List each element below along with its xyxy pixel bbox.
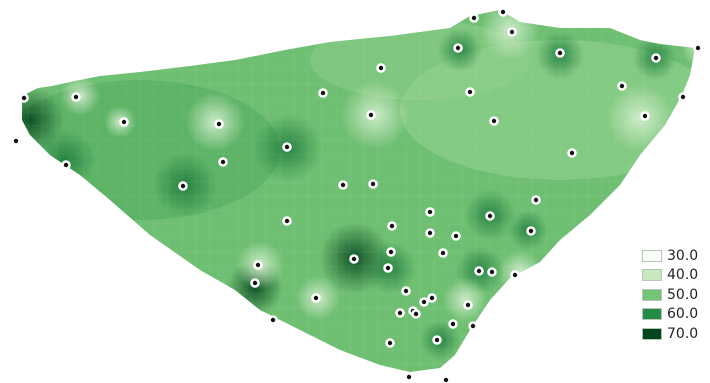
sample-site-marker bbox=[383, 263, 393, 273]
sample-site-marker bbox=[640, 111, 650, 121]
sample-site-marker bbox=[218, 157, 228, 167]
sample-site-marker bbox=[395, 308, 405, 318]
legend-label: 60.0 bbox=[667, 306, 699, 323]
sample-site-marker bbox=[678, 92, 688, 102]
sample-site-marker bbox=[349, 254, 359, 264]
sample-site-marker bbox=[451, 231, 461, 241]
sample-site-marker bbox=[282, 216, 292, 226]
sample-site-marker bbox=[19, 93, 29, 103]
legend-label: 70.0 bbox=[667, 325, 699, 342]
sample-site-marker bbox=[453, 43, 463, 53]
sample-site-marker bbox=[448, 319, 458, 329]
sample-site-marker bbox=[311, 293, 321, 303]
sample-site-marker bbox=[567, 148, 577, 158]
sample-site-marker bbox=[468, 321, 478, 331]
sample-site-marker bbox=[376, 63, 386, 73]
sample-site-marker bbox=[507, 27, 517, 37]
legend-label: 30.0 bbox=[667, 247, 699, 264]
legend-swatch-40 bbox=[642, 269, 662, 282]
sample-site-marker bbox=[386, 247, 396, 257]
sample-site-marker bbox=[404, 372, 414, 382]
sample-site-marker bbox=[427, 293, 437, 303]
legend-swatch-70 bbox=[642, 327, 662, 340]
sample-site-marker bbox=[465, 87, 475, 97]
legend-swatch-50 bbox=[642, 288, 662, 301]
sample-site-marker bbox=[651, 53, 661, 63]
sample-site-marker bbox=[425, 207, 435, 217]
sample-site-markers bbox=[11, 7, 703, 383]
sample-site-marker bbox=[489, 116, 499, 126]
sample-site-marker bbox=[474, 266, 484, 276]
sample-site-marker bbox=[531, 195, 541, 205]
sample-site-marker bbox=[419, 297, 429, 307]
sample-site-marker bbox=[441, 375, 451, 383]
legend-label: 50.0 bbox=[667, 286, 699, 303]
sample-site-marker bbox=[469, 13, 479, 23]
sample-site-marker bbox=[463, 300, 473, 310]
sample-site-marker bbox=[11, 136, 21, 146]
sample-site-marker bbox=[510, 270, 520, 280]
sample-site-marker bbox=[432, 335, 442, 345]
legend-swatch-60 bbox=[642, 308, 662, 321]
sample-site-marker bbox=[555, 48, 565, 58]
legend-entry: 50.0 bbox=[642, 285, 708, 305]
sample-site-marker bbox=[387, 221, 397, 231]
sample-site-marker bbox=[617, 81, 627, 91]
sample-site-marker bbox=[385, 338, 395, 348]
sample-site-marker bbox=[498, 7, 508, 17]
sample-site-marker bbox=[338, 180, 348, 190]
legend-entry: 60.0 bbox=[642, 305, 708, 325]
legend-entry: 30.0 bbox=[642, 246, 708, 266]
sample-site-marker bbox=[487, 267, 497, 277]
legend-entry: 70.0 bbox=[642, 324, 708, 344]
sample-site-marker bbox=[71, 92, 81, 102]
sample-site-marker bbox=[366, 110, 376, 120]
sample-site-marker bbox=[401, 286, 411, 296]
sample-site-marker bbox=[318, 88, 328, 98]
sample-site-marker bbox=[178, 181, 188, 191]
sample-site-marker bbox=[268, 315, 278, 325]
sample-site-marker bbox=[693, 43, 703, 53]
legend-entry: 40.0 bbox=[642, 266, 708, 286]
sample-site-marker bbox=[526, 226, 536, 236]
sample-site-marker bbox=[250, 278, 260, 288]
sample-site-marker bbox=[425, 228, 435, 238]
sample-site-marker bbox=[61, 160, 71, 170]
map-legend: 30.0 40.0 50.0 60.0 70.0 bbox=[642, 246, 708, 344]
sample-site-marker bbox=[485, 211, 495, 221]
sample-site-marker bbox=[368, 179, 378, 189]
sample-site-marker bbox=[214, 119, 224, 129]
sample-site-marker bbox=[411, 309, 421, 319]
sample-site-marker bbox=[282, 142, 292, 152]
legend-label: 40.0 bbox=[667, 267, 699, 284]
sample-site-marker bbox=[253, 260, 263, 270]
sample-site-marker bbox=[119, 117, 129, 127]
sample-site-marker bbox=[438, 248, 448, 258]
legend-swatch-30 bbox=[642, 249, 662, 262]
